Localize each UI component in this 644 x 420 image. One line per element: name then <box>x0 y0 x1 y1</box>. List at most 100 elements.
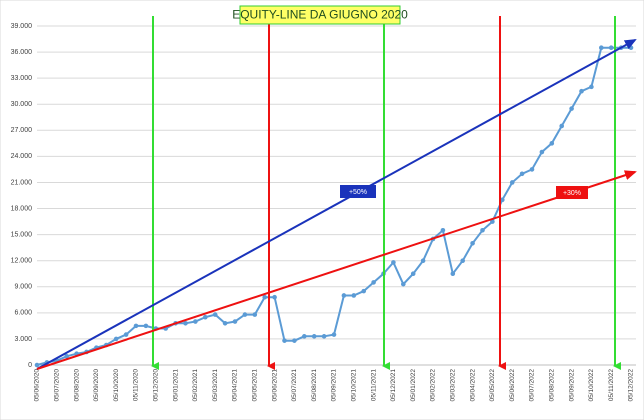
x-tick-label: 05/02/2022 <box>430 369 437 402</box>
equity-point <box>262 294 268 300</box>
x-tick-label: 05/05/2022 <box>489 369 496 402</box>
y-tick-label: 0 <box>28 362 32 369</box>
equity-point <box>628 45 634 51</box>
equity-point <box>440 227 446 233</box>
y-tick-label: 27.000 <box>11 127 33 134</box>
equity-point <box>341 293 347 298</box>
x-tick-label: 05/07/2021 <box>291 369 298 402</box>
y-tick-label: 18.000 <box>11 205 33 212</box>
equity-point <box>292 338 297 343</box>
equity-point <box>272 294 277 300</box>
equity-point <box>143 323 149 329</box>
x-tick-label: 05/08/2022 <box>549 369 556 402</box>
x-tick-label: 05/09/2021 <box>331 369 338 402</box>
equity-point <box>401 281 406 287</box>
x-tick-label: 05/09/2022 <box>568 369 575 402</box>
x-tick-label: 05/10/2022 <box>588 369 595 402</box>
equity-point <box>212 312 218 317</box>
x-tick-label: 05/01/2021 <box>172 369 179 402</box>
label-box <box>556 186 588 199</box>
equity-point <box>371 280 376 285</box>
y-tick-label: 15.000 <box>11 231 33 238</box>
equity-point <box>351 293 357 298</box>
annotation: +30% <box>563 190 581 197</box>
x-tick-label: 05/02/2021 <box>192 369 199 402</box>
equity-point <box>242 312 248 317</box>
x-tick-label: 05/06/2020 <box>34 369 41 402</box>
overlay: +50% +30% <box>36 16 637 370</box>
x-tick-label: 05/07/2020 <box>54 369 61 402</box>
equity-point <box>302 334 307 339</box>
equity-point <box>460 258 466 263</box>
equity-point <box>113 336 119 342</box>
y-tick-label: 30.000 <box>11 101 33 108</box>
equity-point <box>331 332 337 337</box>
x-tick-label: 05/11/2021 <box>370 369 377 401</box>
trend-line <box>36 170 637 370</box>
equity-point <box>608 45 614 51</box>
equity-point <box>321 334 327 339</box>
y-tick-label: 6.000 <box>14 310 32 317</box>
label-box <box>340 185 376 198</box>
x-tick-label: 05/08/2020 <box>73 369 80 402</box>
equity-point <box>450 271 456 277</box>
x-tick-label: 05/05/2021 <box>252 369 259 402</box>
equity-point <box>589 84 594 90</box>
equity-point <box>509 180 515 185</box>
equity-point <box>203 314 208 320</box>
equity-point <box>123 332 129 337</box>
equity-point <box>569 106 574 111</box>
x-tick-label: 05/12/2021 <box>390 369 397 402</box>
equity-point <box>529 167 535 172</box>
equity-point <box>519 171 525 177</box>
equity-point <box>34 362 40 368</box>
equity-point <box>64 354 69 359</box>
x-tick-label: 05/07/2022 <box>529 369 536 402</box>
y-tick-label: 21.000 <box>11 179 33 186</box>
x-tick-label: 05/04/2021 <box>232 369 239 402</box>
x-tick-label: 05/04/2022 <box>469 369 476 402</box>
x-tick-label: 05/12/2022 <box>628 369 635 402</box>
x-tick-label: 05/01/2022 <box>410 369 417 402</box>
equity-point <box>559 123 564 129</box>
x-tick-label: 05/10/2021 <box>351 369 358 402</box>
y-tick-label: 39.000 <box>11 23 33 30</box>
plot <box>34 45 634 368</box>
equity-point <box>549 141 555 146</box>
y-tick-label: 12.000 <box>11 258 33 265</box>
equity-point <box>410 271 416 277</box>
title-box <box>239 5 401 25</box>
x-tick-label: 05/09/2020 <box>93 369 100 402</box>
equity-point <box>490 219 495 224</box>
equity-point <box>420 258 426 263</box>
x-tick-label: 05/08/2021 <box>311 369 318 402</box>
equity-point <box>133 323 139 329</box>
equity-point <box>480 227 485 233</box>
x-tick-label: 05/11/2020 <box>133 369 140 401</box>
x-tick-label: 05/06/2022 <box>509 369 516 402</box>
chart-title: EQUITY-LINE DA GIUGNO 2020 <box>232 8 408 22</box>
y-tick-label: 36.000 <box>11 49 33 56</box>
x-tick-label: 05/12/2020 <box>153 369 160 402</box>
x-tick-label: 05/10/2020 <box>113 369 120 402</box>
y-tick-label: 24.000 <box>11 153 33 160</box>
equity-point <box>183 320 188 326</box>
equity-point <box>232 319 238 324</box>
equity-point <box>500 197 505 203</box>
equity-point <box>599 45 604 51</box>
y-tick-label: 3.000 <box>14 336 32 343</box>
x-tick-label: 05/03/2022 <box>450 369 457 402</box>
x-tick-label: 05/03/2021 <box>212 369 219 402</box>
x-tick-label: 05/06/2021 <box>271 369 278 402</box>
equity-point <box>391 260 396 265</box>
annotation: +50% <box>349 189 367 196</box>
trend-line <box>36 39 637 370</box>
equity-point <box>539 149 545 155</box>
equity-point <box>193 319 198 324</box>
equity-point <box>222 320 228 326</box>
equity-point <box>579 88 584 94</box>
x-tick-label: 05/11/2022 <box>608 369 615 401</box>
grid: 0 3.000 6.000 9.000 12.000 15.000 18.000 21.000… <box>11 23 636 402</box>
